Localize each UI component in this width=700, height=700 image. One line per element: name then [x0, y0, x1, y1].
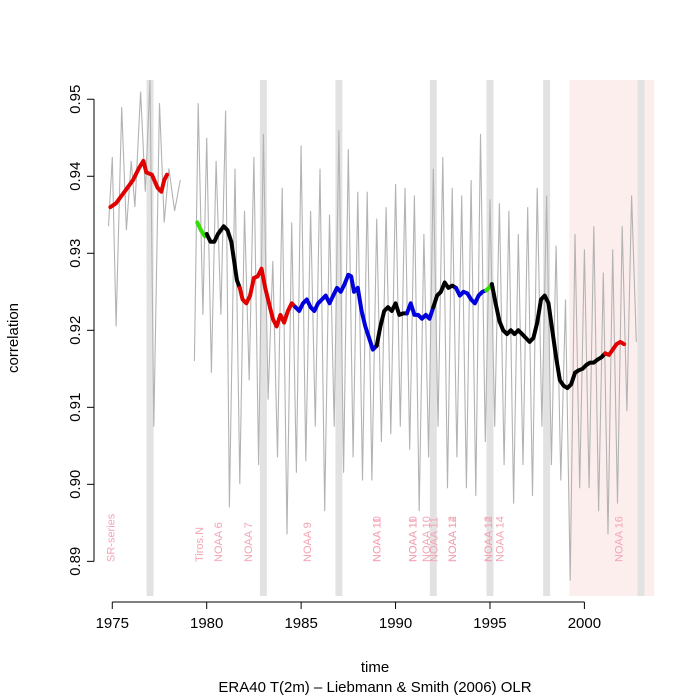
gray-bar [259, 80, 267, 596]
satellite-labels: SR-series Tiros.N NOAA 6 NOAA 7 NOAA 9 NOAA 1… [105, 513, 625, 562]
monthly-line [107, 79, 181, 427]
satellite-label: NOAA 7 [243, 522, 255, 562]
gray-bar [146, 80, 154, 596]
satellite-label: NOAA 9 [302, 522, 314, 562]
satellite-label: NOAA 14 [447, 516, 459, 562]
y-tick-label: 0.90 [67, 470, 84, 499]
gray-bar [543, 80, 551, 596]
satellite-label: NOAA 10 [421, 516, 433, 562]
y-axis-title: correlation [5, 303, 22, 373]
smoothed-segment [237, 266, 298, 329]
satellite-label: NOAA 6 [213, 522, 225, 562]
y-tick-label: 0.91 [67, 393, 84, 422]
x-tick-label: 1975 [96, 615, 129, 632]
smoothed-segment [454, 285, 489, 306]
background-layer [146, 80, 655, 596]
satellite-label: NOAA 10 [372, 516, 384, 562]
satellite-label: NOAA 10 [408, 516, 420, 562]
satellite-label: NOAA 14 [483, 516, 495, 562]
smoothed-series [108, 158, 627, 391]
x-tick-label: 1980 [190, 615, 223, 632]
satellite-label: NOAA 14 [494, 516, 506, 562]
satellite-label: SR-series [105, 513, 117, 562]
gray-bar [637, 80, 645, 596]
y-tick-label: 0.93 [67, 239, 84, 268]
x-axis-title: time [361, 659, 389, 676]
satellite-label: NOAA 16 [613, 516, 625, 562]
x-tick-label: 2000 [568, 615, 601, 632]
monthly-series [107, 79, 637, 581]
gray-bar [335, 80, 343, 596]
smoothed-segment [374, 301, 409, 348]
satellite-label: NOAA 11 [372, 517, 384, 562]
y-tick-label: 0.92 [67, 316, 84, 345]
satellite-label: Tiros.N [194, 527, 206, 562]
x-tick-label: 1990 [379, 615, 412, 632]
axes: 1975 1980 1985 1990 1995 2000 0.89 0.90 0.91 0.92… [67, 85, 601, 632]
chart-caption: ERA40 T(2m) – Liebmann & Smith (2006) OL… [218, 679, 531, 696]
gray-bar [486, 80, 494, 596]
satellite-label: NOAA 11 [408, 517, 420, 562]
y-tick-label: 0.95 [67, 85, 84, 114]
gray-bar [429, 80, 437, 596]
smoothed-segment [431, 280, 458, 310]
smoothed-segment [204, 224, 242, 290]
monthly-line [193, 103, 637, 581]
x-tick-label: 1995 [473, 615, 506, 632]
smoothed-segment [293, 272, 379, 352]
smoothed-segment [489, 282, 608, 391]
satellite-label: NOAA 12 [447, 516, 459, 562]
satellite-label: NOAA 11 [428, 517, 440, 562]
smoothed-segment [603, 339, 627, 357]
x-tick-label: 1985 [284, 615, 317, 632]
smoothed-segment [108, 158, 169, 210]
satellite-label: NOAA 12 [483, 516, 495, 562]
y-tick-label: 0.89 [67, 547, 84, 576]
smoothed-segment [404, 301, 436, 321]
y-tick-label: 0.94 [67, 162, 84, 191]
